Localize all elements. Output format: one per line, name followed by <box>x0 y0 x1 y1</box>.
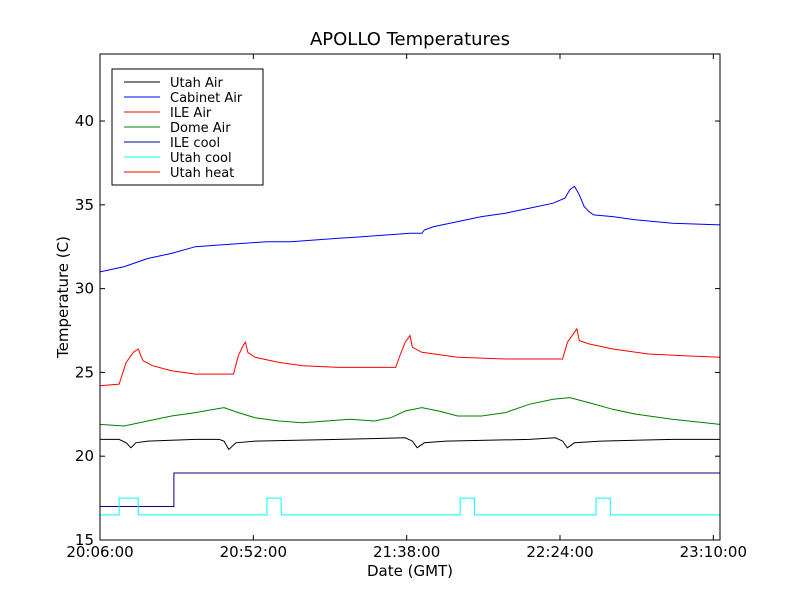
series-line-cabinet-air <box>99 185 721 273</box>
legend-label-utah-cool: Utah cool <box>170 151 232 166</box>
legend-label-ile-air: ILE Air <box>170 106 212 121</box>
chart-title: APOLLO Temperatures <box>310 29 510 50</box>
x-axis-label: Date (GMT) <box>367 562 453 580</box>
x-tick-label: 21:38:00 <box>373 543 440 561</box>
x-tick-label: 20:06:00 <box>66 543 133 561</box>
series-line-utah-cool <box>100 497 720 516</box>
legend-label-utah-heat: Utah heat <box>170 166 234 181</box>
series-line-ile-air <box>99 327 721 387</box>
legend-label-dome-air: Dome Air <box>170 121 231 136</box>
plot-area <box>99 185 721 516</box>
y-tick-label: 30 <box>75 280 94 298</box>
series-line-dome-air <box>99 397 721 427</box>
x-tick-label: 20:52:00 <box>220 543 287 561</box>
legend-label-utah-air: Utah Air <box>170 76 223 91</box>
y-tick-label: 25 <box>75 363 94 381</box>
y-axis-label: Temperature (C) <box>54 236 72 359</box>
x-tick-label: 23:10:00 <box>680 543 747 561</box>
y-tick-label: 15 <box>75 531 94 549</box>
axis-ticks: 20:06:00 20:52:00 21:38:00 22:24:00 23:10:00… <box>66 54 747 561</box>
y-tick-label: 40 <box>75 112 94 130</box>
y-tick-label: 20 <box>75 447 94 465</box>
x-tick-label: 22:24:00 <box>526 543 593 561</box>
y-tick-label: 35 <box>75 196 94 214</box>
legend-label-cabinet-air: Cabinet Air <box>170 91 243 106</box>
plot-frame <box>99 53 721 541</box>
series-line-ile-cool <box>100 472 720 507</box>
legend-label-ile-cool: ILE cool <box>170 136 220 151</box>
series-line-utah-air <box>100 437 720 451</box>
